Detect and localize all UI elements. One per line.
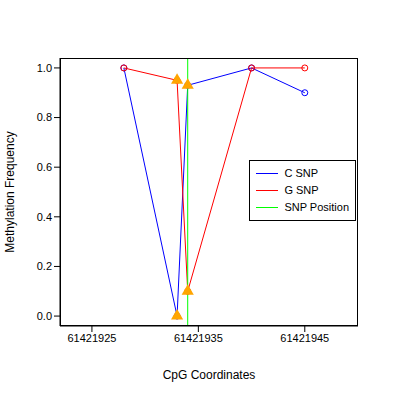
svg-text:CpG Coordinates: CpG Coordinates bbox=[163, 368, 256, 382]
svg-text:61421935: 61421935 bbox=[174, 332, 223, 344]
svg-text:0.0: 0.0 bbox=[37, 310, 52, 322]
svg-text:0.2: 0.2 bbox=[37, 260, 52, 272]
html-text:SNP Position: SNP Position bbox=[284, 201, 349, 213]
svg-text:61421925: 61421925 bbox=[67, 332, 116, 344]
svg-text:0.8: 0.8 bbox=[37, 111, 52, 123]
svg-text:Methylation Frequency: Methylation Frequency bbox=[8, 131, 17, 252]
svg-text:61421945: 61421945 bbox=[280, 332, 329, 344]
svg-text:1.0: 1.0 bbox=[37, 62, 52, 74]
svg-text:0.6: 0.6 bbox=[37, 161, 52, 173]
svg-text:0.4: 0.4 bbox=[37, 211, 52, 223]
html-text:G SNP: G SNP bbox=[284, 184, 319, 196]
html-text:C SNP: C SNP bbox=[284, 167, 318, 179]
